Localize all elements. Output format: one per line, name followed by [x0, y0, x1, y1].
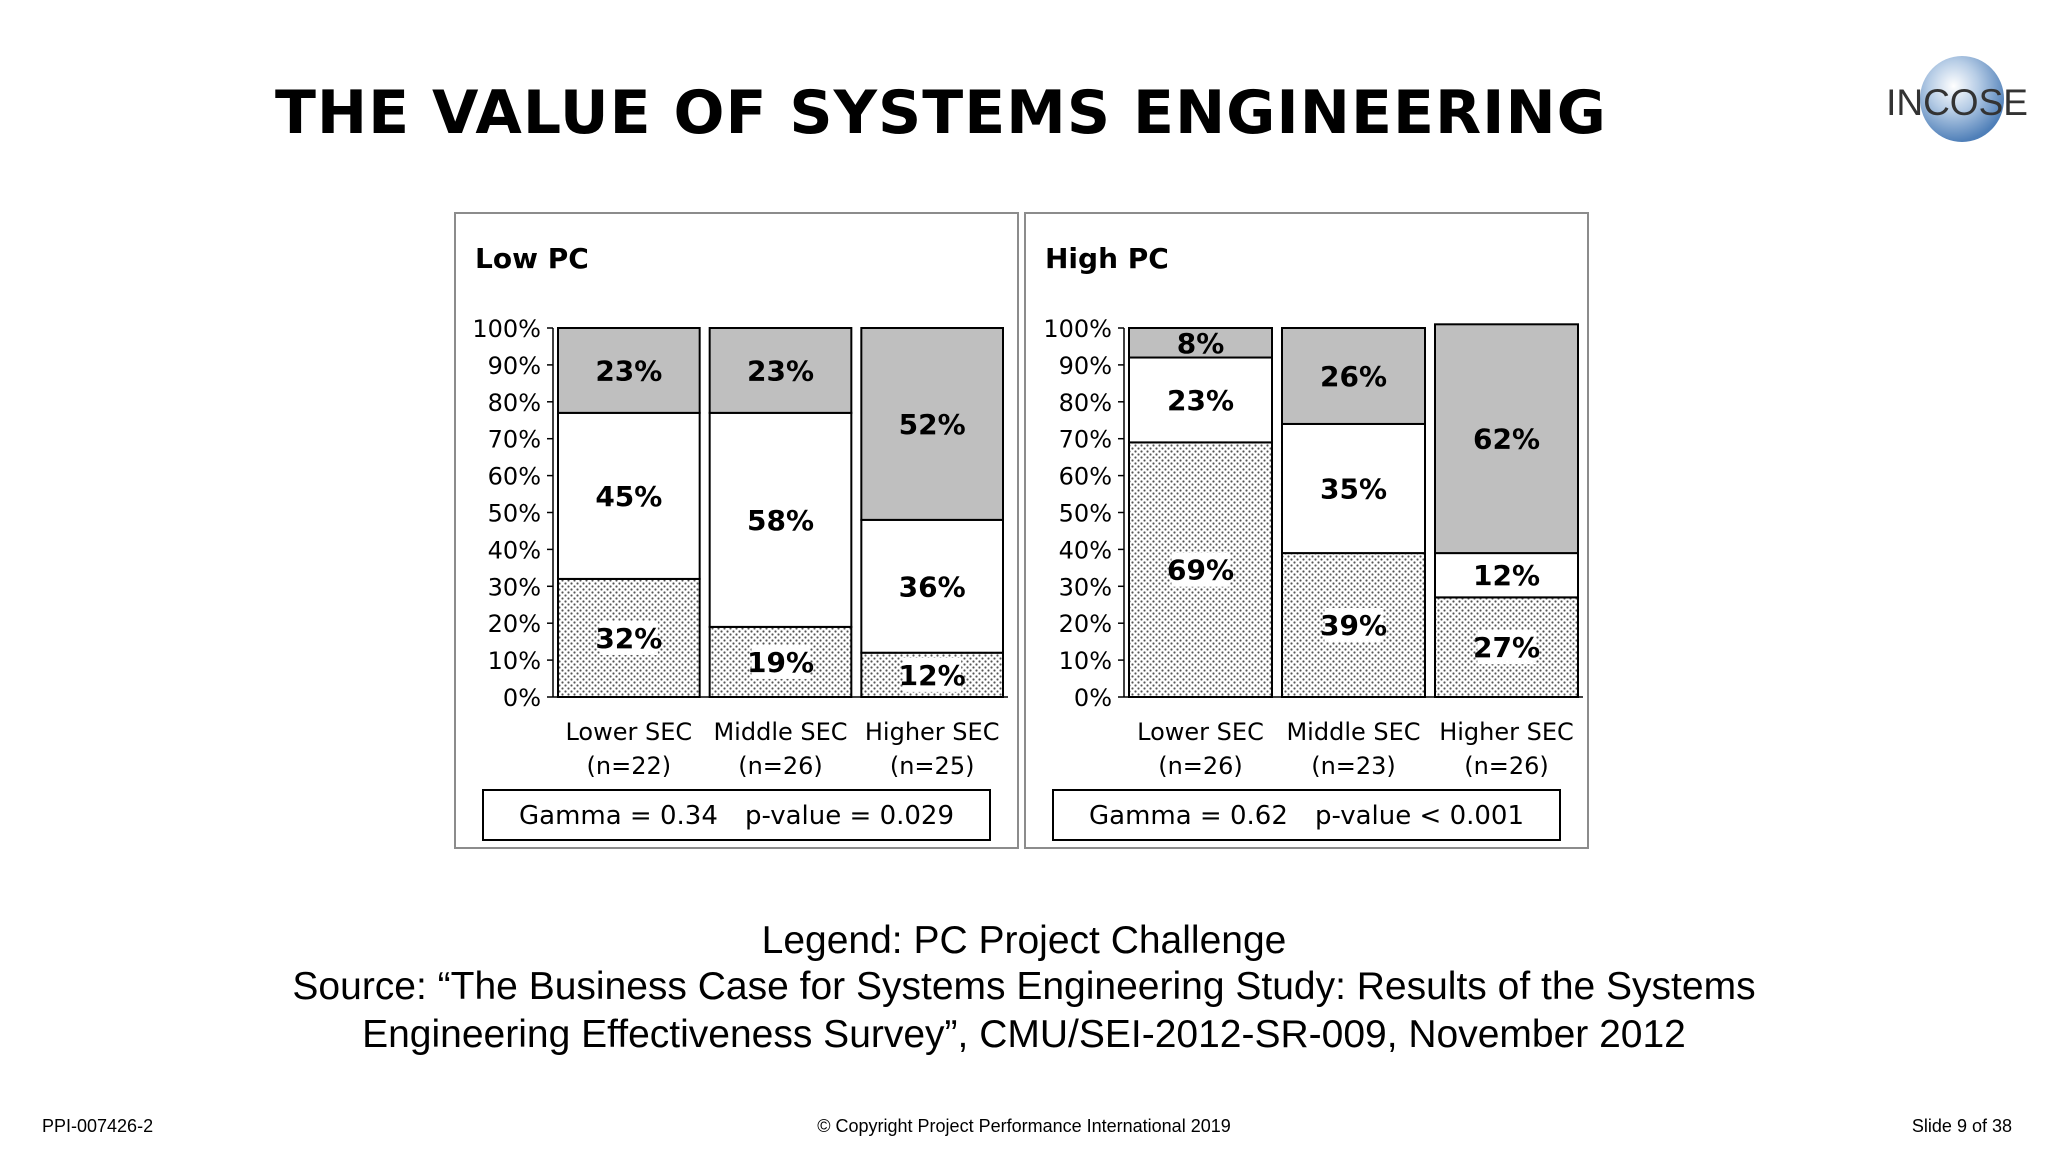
high-pc-bar-2-segment-2: [1281, 422, 1426, 555]
high-pc-gamma-value: Gamma = 0.62: [1089, 801, 1288, 831]
high-pc-y-tick-label: 60%: [1059, 463, 1112, 491]
high-pc-category-label: Lower SEC: [1137, 718, 1264, 746]
low-pc-y-tick-label: 100%: [472, 315, 541, 343]
low-pc-y-tick-label: 90%: [488, 352, 541, 380]
low-pc-data-label: 19%: [747, 646, 814, 679]
low-pc-bar-3-segment-3: [860, 327, 1004, 521]
high-pc-data-label-bg: [1477, 630, 1536, 665]
high-pc-category-label: Higher SEC: [1439, 718, 1574, 746]
low-pc-category-n: (n=26): [738, 752, 823, 780]
high-pc-chart-title: High PC: [1045, 242, 1169, 275]
high-pc-data-label: 62%: [1473, 423, 1540, 456]
low-pc-p-value: p-value = 0.029: [745, 801, 954, 831]
high-pc-data-label: 23%: [1167, 384, 1234, 417]
high-pc-data-label: 39%: [1320, 609, 1387, 642]
high-pc-p-value: p-value < 0.001: [1315, 801, 1524, 831]
high-pc-y-tick-label: 40%: [1059, 536, 1112, 564]
globe-icon: [1920, 56, 2004, 142]
low-pc-data-label: 36%: [899, 570, 966, 603]
high-pc-category-n: (n=26): [1158, 752, 1243, 780]
low-pc-y-tick-label: 80%: [488, 389, 541, 417]
low-pc-y-tick-label: 40%: [488, 536, 541, 564]
low-pc-category-n: (n=25): [890, 752, 975, 780]
footer-slide-number: Slide 9 of 38: [1911, 1116, 2012, 1136]
high-pc-bar-2-segment-3: [1281, 327, 1426, 425]
high-pc-y-tick-label: 90%: [1059, 352, 1112, 380]
high-pc-y-tick-label: 70%: [1059, 426, 1112, 454]
high-pc-data-label-bg: [1324, 608, 1383, 643]
footer-doc-id: PPI-007426-2: [42, 1116, 154, 1136]
high-pc-data-label-bg: [1171, 552, 1230, 587]
high-pc-data-label: 8%: [1177, 327, 1225, 360]
high-pc-data-label: 69%: [1167, 554, 1234, 587]
low-pc-data-label: 12%: [899, 659, 966, 692]
low-pc-data-label: 52%: [899, 408, 966, 441]
high-pc-data-label: 26%: [1320, 360, 1387, 393]
low-pc-y-tick-label: 60%: [488, 463, 541, 491]
low-pc-y-tick-label: 50%: [488, 500, 541, 528]
low-pc-y-tick-label: 20%: [488, 610, 541, 638]
low-pc-bar-2-segment-2: [708, 411, 853, 628]
low-pc-gamma-value: Gamma = 0.34: [519, 801, 718, 831]
high-pc-y-tick-label: 20%: [1059, 610, 1112, 638]
high-pc-stats-box: [1052, 789, 1561, 841]
low-pc-y-tick-label: 30%: [488, 573, 541, 601]
high-pc-bar-3-segment-3: [1434, 323, 1579, 555]
low-pc-data-label: 32%: [595, 622, 662, 655]
high-pc-y-tick-label: 0%: [1074, 684, 1112, 712]
low-pc-data-label-bg: [751, 644, 810, 679]
low-pc-data-label: 23%: [595, 354, 662, 387]
incose-logo: INCOSE: [1886, 56, 2028, 142]
footer-copyright: © Copyright Project Performance Internat…: [817, 1116, 1231, 1136]
low-pc-y-tick-label: 0%: [503, 684, 541, 712]
high-pc-data-label: 12%: [1473, 559, 1540, 592]
high-pc-bar-3-segment-2: [1434, 552, 1579, 599]
high-pc-category-n: (n=26): [1464, 752, 1549, 780]
high-pc-y-tick-label: 30%: [1059, 573, 1112, 601]
high-pc-y-tick-label: 50%: [1059, 500, 1112, 528]
low-pc-category-label: Middle SEC: [713, 718, 847, 746]
low-pc-data-label: 45%: [595, 480, 662, 513]
low-pc-data-label: 23%: [747, 354, 814, 387]
low-pc-data-label-bg: [599, 620, 658, 655]
low-pc-y-tick-label: 70%: [488, 426, 541, 454]
low-pc-bar-2-segment-3: [708, 327, 853, 414]
high-pc-y-tick-label: 10%: [1059, 647, 1112, 675]
high-pc-y-tick-label: 80%: [1059, 389, 1112, 417]
low-pc-bar-3-segment-2: [860, 518, 1004, 654]
high-pc-data-label: 27%: [1473, 631, 1540, 664]
low-pc-category-label: Lower SEC: [565, 718, 692, 746]
high-pc-category-label: Middle SEC: [1286, 718, 1420, 746]
high-pc-category-n: (n=23): [1311, 752, 1396, 780]
high-pc-data-label: 35%: [1320, 473, 1387, 506]
legend-caption: Legend: PC Project Challenge: [761, 919, 1287, 962]
high-pc-bar-1-segment-2: [1128, 356, 1273, 444]
source-line-2: Engineering Effectiveness Survey”, CMU/S…: [362, 1013, 1686, 1056]
source-line-1: Source: “The Business Case for Systems E…: [292, 965, 1756, 1008]
low-pc-y-tick-label: 10%: [488, 647, 541, 675]
low-pc-stats-box: [482, 789, 991, 841]
high-pc-bar-1-segment-3: [1128, 327, 1273, 359]
low-pc-data-label: 58%: [747, 504, 814, 537]
low-pc-data-label-bg: [903, 657, 962, 692]
low-pc-bar-1-segment-2: [557, 411, 701, 580]
low-pc-category-n: (n=22): [587, 752, 672, 780]
high-pc-y-tick-label: 100%: [1043, 315, 1112, 343]
slide-title: THE VALUE OF SYSTEMS ENGINEERING: [275, 78, 1607, 148]
low-pc-bar-1-segment-3: [557, 327, 701, 414]
logo-text: INCOSE: [1886, 82, 2028, 123]
low-pc-category-label: Higher SEC: [865, 718, 1000, 746]
low-pc-chart-title: Low PC: [475, 242, 589, 275]
